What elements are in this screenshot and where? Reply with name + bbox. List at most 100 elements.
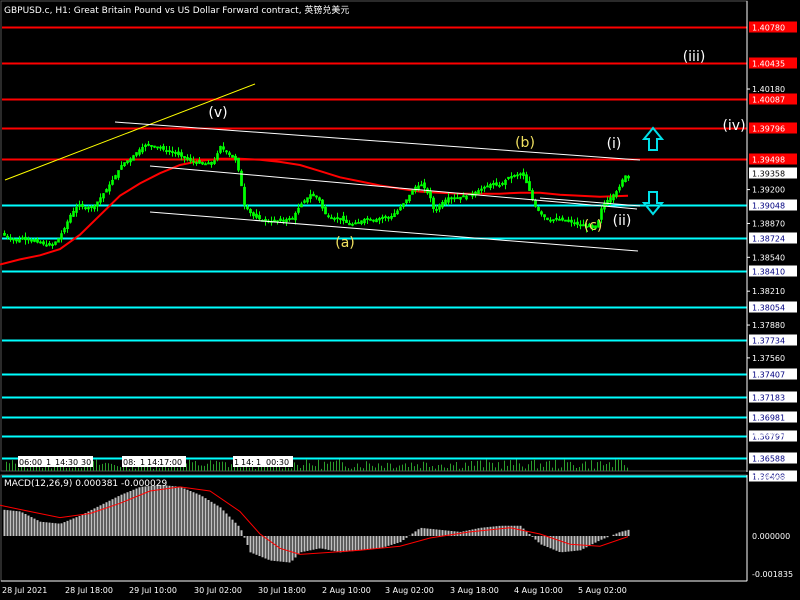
support-price-tag [749,470,797,482]
candle-body [153,145,156,148]
support-price-tag [749,452,797,464]
extra-price-label: 1.36830 [752,430,785,439]
support-price-label: 1.37183 [752,394,785,403]
candle-body [429,190,432,199]
candle-body [537,207,540,211]
macd-signal[interactable] [0,486,629,555]
candle-body [462,195,465,198]
time-tick: 30 Jul 18:00 [258,586,306,595]
candle-body [237,157,240,171]
candle-body [6,235,9,238]
candle-body [531,190,534,200]
candle-body [168,150,171,152]
candle-body [369,218,372,221]
candle-body [474,191,477,196]
macd-title: MACD(12,26,9) 0.000381 -0.000029 [4,479,167,489]
candle-body [24,236,27,241]
hollow-down-arrow-icon[interactable] [641,191,665,216]
channel-middle-line[interactable] [149,165,638,210]
candle-body [192,160,195,163]
candle-body [57,238,60,243]
support-price-tag [749,301,797,313]
candle-body [201,162,204,165]
session-label: 30 [81,458,91,467]
small-channel-line[interactable] [539,197,641,207]
candle-body [387,216,390,219]
candle-body [561,217,564,221]
time-axis: 28 Jul 2021 28 Jul 18:00 29 Jul 10:00 30… [1,580,747,595]
candle-body [588,223,591,228]
candle-body [285,219,288,223]
session-label: 06:00 [19,458,42,467]
price-pane[interactable]: (v) (a) (b) (c) (i) (ii) (iii) (iv) GBPU… [0,0,748,478]
moving-average-line[interactable] [0,157,629,266]
time-tick: 2 Aug 10:00 [322,586,371,595]
support-price-tag [749,334,797,346]
candle-body [312,193,315,197]
yellow-trendline[interactable] [4,83,256,181]
candle-body [159,146,162,149]
candle-body [432,197,435,209]
resistance-price-tag [749,93,797,105]
channel-upper-line[interactable] [114,121,641,161]
candle-body [594,225,597,229]
candle-body [189,157,192,162]
chart-title: GBPUSD.c, H1: Great Britain Pound vs US … [4,4,349,16]
candle-body [291,217,294,220]
candle-body [69,214,72,223]
candle-body [465,195,468,200]
candle-body [54,241,57,245]
candle-body [36,239,39,243]
candle-body [447,197,450,203]
candle-body [504,179,507,185]
candle-body [156,146,159,149]
wave-label-v: (v) [208,105,227,121]
candle-body [129,158,132,163]
candle-body [480,188,483,191]
candle-body [450,197,453,200]
candle-body [618,186,621,191]
candle-body [105,189,108,193]
candle-body [342,215,345,221]
candle-body [570,219,573,223]
candle-body [171,151,174,153]
candle-body [33,239,36,242]
candle-body [300,203,303,208]
macd-axis-tick: -0.001835 [752,570,793,579]
candle-body [96,201,99,207]
candle-body [138,149,141,155]
channel-lower-line[interactable] [149,211,639,252]
candle-body [411,190,414,195]
candle-body [576,221,579,225]
resistance-price-label: 1.40435 [752,60,785,69]
candle-body [252,212,255,217]
hollow-up-arrow-icon[interactable] [641,126,665,151]
candle-body [18,238,21,243]
candle-body [90,206,93,208]
candle-body [15,238,18,242]
candle-body [363,218,366,224]
candle-body [120,165,123,170]
support-price-label: 1.38724 [752,235,785,244]
candle-body [72,210,75,217]
wave-label-ii: (ii) [613,213,632,229]
candle-body [585,225,588,228]
time-tick: 29 Jul 10:00 [129,586,177,595]
candle-body [486,185,489,188]
candle-body [282,219,285,222]
candle-body [456,197,459,200]
macd-histogram [3,484,630,563]
time-tick: 28 Jul 18:00 [65,586,113,595]
session-label: 17:00 [159,458,182,467]
candle-body [591,225,594,228]
candle-body [360,220,363,224]
resistance-price-tag [749,21,797,33]
candle-body [495,182,498,186]
macd-axis-tick: 0.000000 [752,532,790,541]
resistance-price-label: 1.40087 [752,96,785,105]
candle-body [378,218,381,221]
candle-body [81,203,84,207]
candle-body [264,219,267,222]
candle-body [513,175,516,177]
